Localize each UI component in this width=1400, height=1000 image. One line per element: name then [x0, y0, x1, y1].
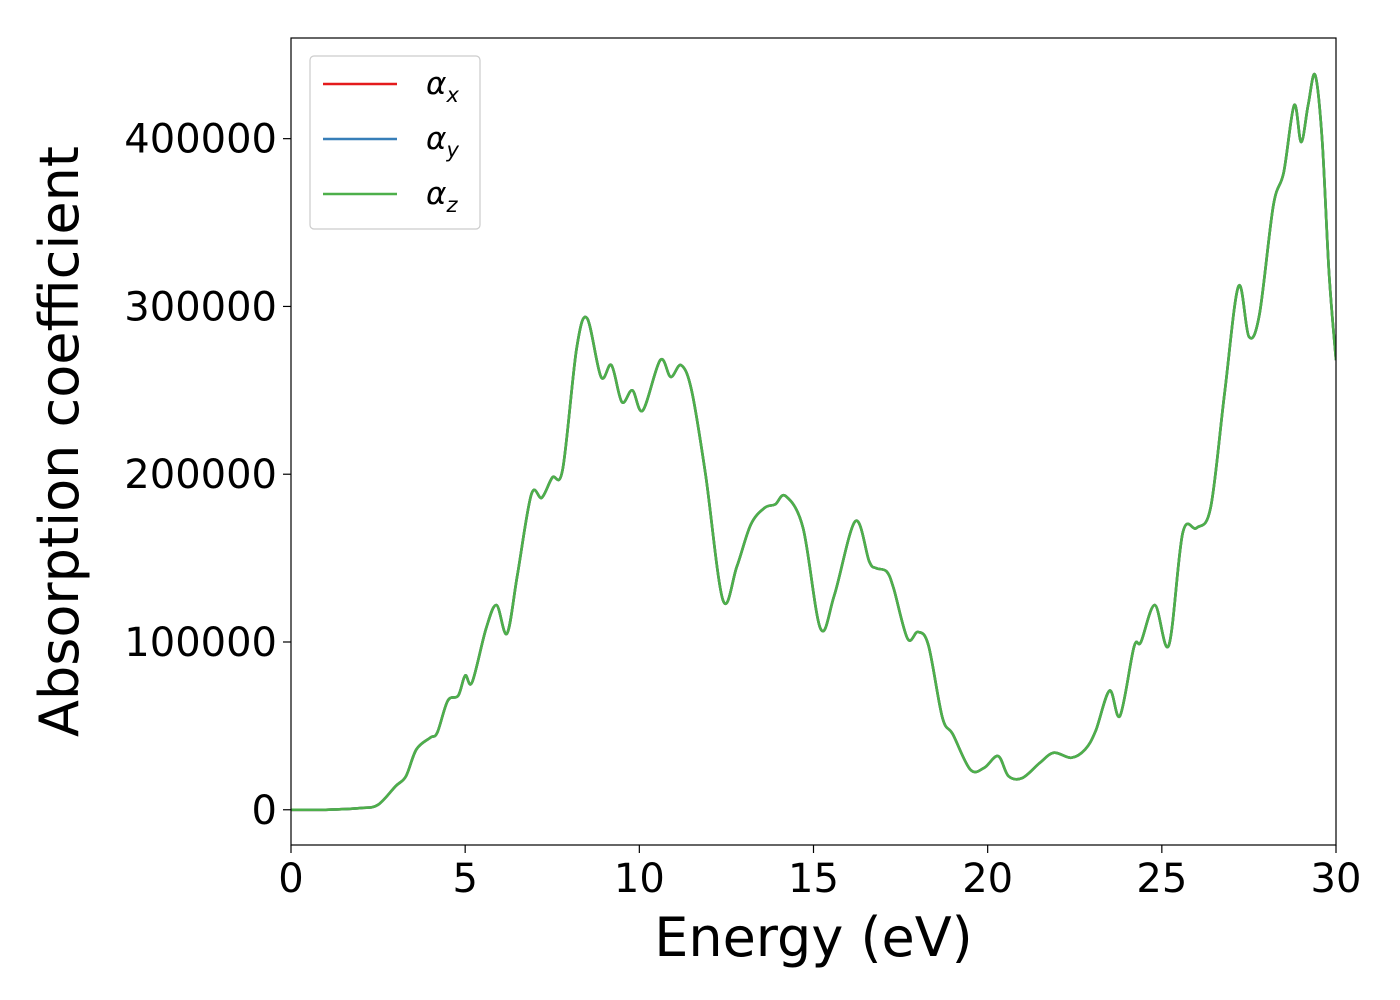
series-line-z [291, 72, 1336, 812]
y-tick-label: 100000 [124, 620, 277, 666]
y-tick-label: 400000 [124, 117, 277, 163]
y-axis-ticks: 0 100000 200000 300000 400000 [124, 117, 291, 834]
legend: αx αy αz [309, 55, 481, 230]
x-tick-label: 0 [278, 856, 303, 902]
y-axis-label: Absorption coefficient [28, 146, 91, 737]
y-tick-label: 0 [252, 788, 277, 834]
x-axis-label: Energy (eV) [654, 906, 973, 969]
x-axis-ticks: 0 5 10 15 20 25 30 [278, 845, 1361, 902]
y-tick-label: 300000 [124, 284, 277, 330]
x-tick-label: 5 [452, 856, 477, 902]
x-tick-label: 20 [962, 856, 1013, 902]
x-tick-label: 15 [788, 856, 839, 902]
x-tick-label: 10 [614, 856, 665, 902]
y-tick-label: 200000 [124, 452, 277, 498]
series-layer [291, 72, 1336, 812]
legend-box [309, 55, 481, 230]
legend-items: αx αy αz [323, 66, 459, 217]
x-tick-label: 30 [1311, 856, 1362, 902]
legend-entry-label: αx [426, 66, 459, 107]
legend-entry-label: αz [426, 176, 458, 217]
legend-entry-label: αy [426, 121, 459, 162]
x-tick-label: 25 [1136, 856, 1187, 902]
